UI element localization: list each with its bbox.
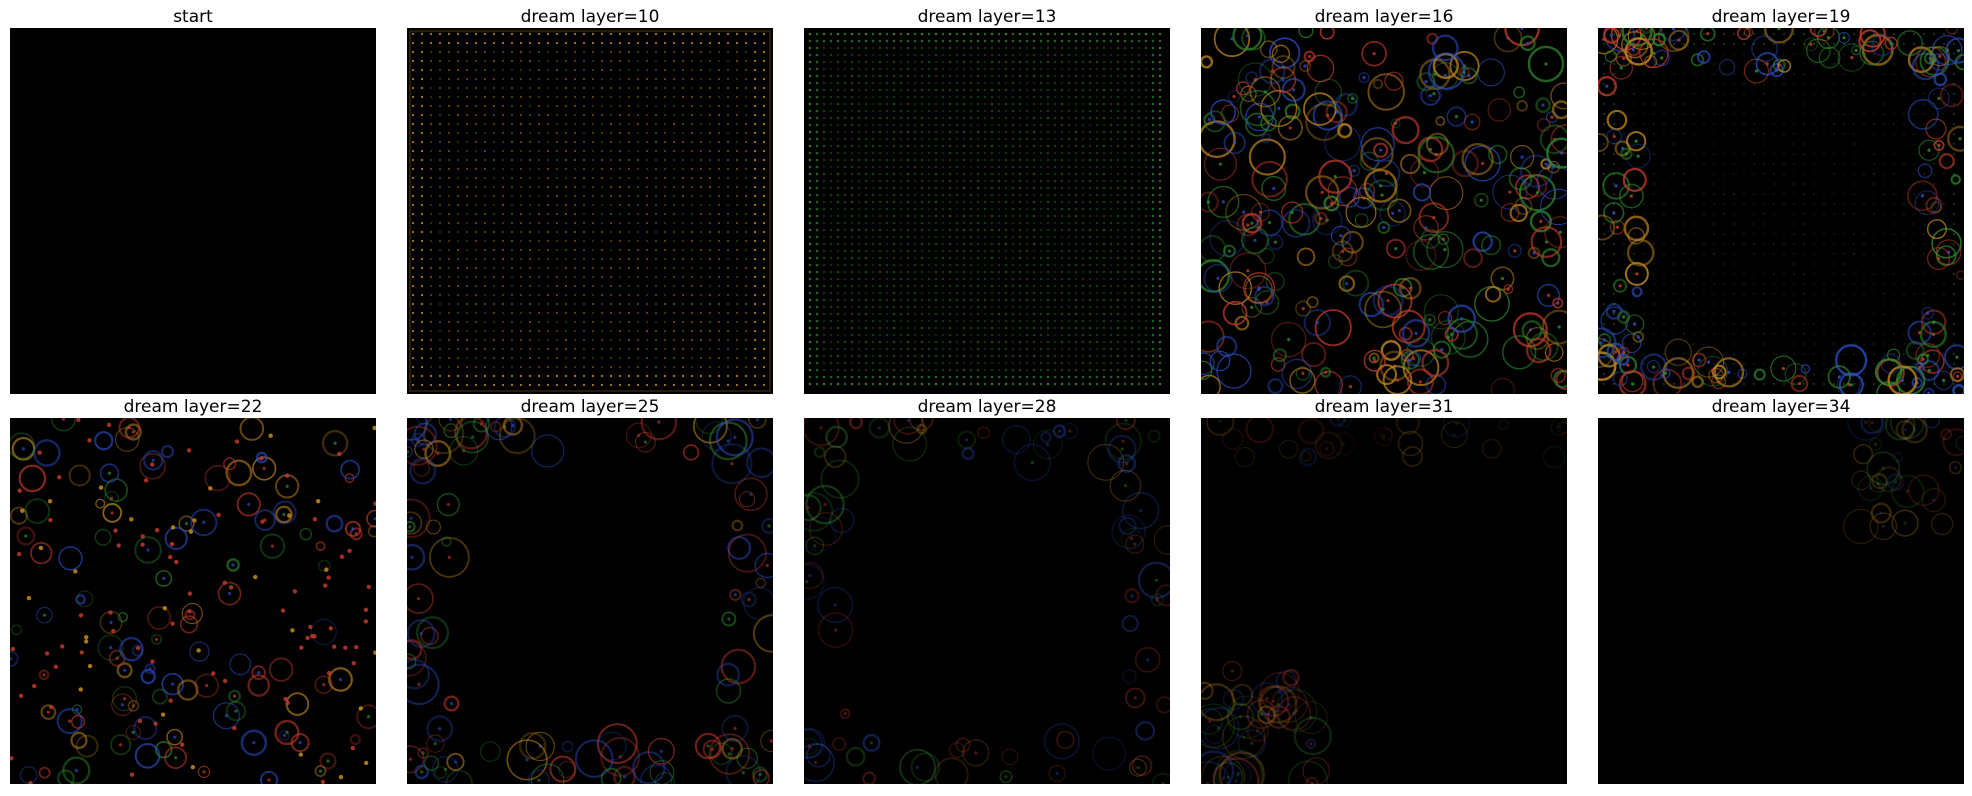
image-canvas <box>1201 418 1567 784</box>
dream-image <box>804 28 1170 394</box>
panel-title: dream layer=16 <box>1314 7 1454 27</box>
image-canvas <box>409 30 771 392</box>
dream-image <box>1598 418 1964 784</box>
dream-image <box>407 28 773 394</box>
panel-title: dream layer=34 <box>1711 397 1851 417</box>
dream-image <box>804 418 1170 784</box>
dream-image <box>1201 418 1567 784</box>
image-canvas <box>10 418 376 784</box>
image-canvas <box>1842 418 1964 545</box>
panel-title: dream layer=13 <box>917 7 1057 27</box>
panel-title: dream layer=19 <box>1711 7 1851 27</box>
panel-title: dream layer=22 <box>123 397 263 417</box>
image-canvas <box>1598 28 1964 394</box>
panel-title: dream layer=10 <box>520 7 660 27</box>
image-canvas <box>407 418 773 784</box>
dream-image <box>10 28 376 394</box>
dream-image <box>1201 28 1567 394</box>
panel-title: dream layer=31 <box>1314 397 1454 417</box>
dream-image <box>1598 28 1964 394</box>
image-canvas <box>1201 28 1567 394</box>
image-canvas <box>808 32 1162 386</box>
panel-title: dream layer=25 <box>520 397 660 417</box>
panel-title: start <box>173 7 213 27</box>
dream-image <box>10 418 376 784</box>
image-canvas <box>804 418 1170 784</box>
image-canvas <box>10 28 376 394</box>
dream-image <box>407 418 773 784</box>
panel-title: dream layer=28 <box>917 397 1057 417</box>
